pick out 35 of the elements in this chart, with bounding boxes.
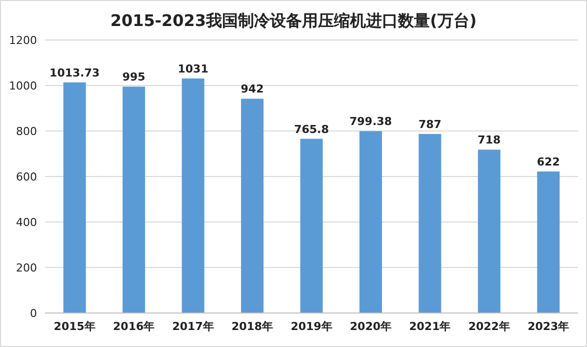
- x-tick-label: 2020年: [350, 320, 392, 333]
- y-tick-label: 1000: [9, 80, 37, 92]
- data-label: 787: [418, 118, 442, 131]
- y-tick-label: 800: [16, 125, 37, 138]
- data-label: 622: [536, 155, 560, 168]
- bar: [478, 150, 500, 313]
- bar: [63, 82, 86, 313]
- y-tick-label: 200: [16, 262, 37, 274]
- x-tick-label: 2015年: [54, 320, 96, 333]
- data-label: 942: [240, 82, 264, 96]
- bar: [241, 98, 264, 313]
- y-tick-label: 1200: [9, 34, 37, 47]
- bar: [359, 131, 382, 313]
- x-tick-label: 2016年: [113, 320, 155, 333]
- data-label: 799.38: [349, 115, 392, 128]
- bar: [418, 134, 442, 313]
- x-tick-label: 2018年: [231, 320, 274, 333]
- x-tick-label: 2023年: [528, 320, 570, 333]
- y-tick-label: 600: [16, 170, 37, 184]
- bar: [537, 171, 560, 313]
- chart-title: 2015-2023我国制冷设备用压缩机进口数量(万台): [110, 11, 477, 30]
- bar: [300, 138, 323, 313]
- data-label: 995: [122, 70, 146, 84]
- data-label: 1013.73: [50, 66, 100, 80]
- x-tick-label: 2021年: [409, 320, 451, 333]
- y-tick-label: 0: [30, 307, 37, 320]
- data-label: 765.8: [294, 122, 329, 136]
- data-label: 718: [478, 134, 501, 147]
- data-label: 1031: [178, 62, 208, 76]
- x-tick-label: 2019年: [290, 320, 332, 333]
- x-tick-label: 2017年: [172, 320, 214, 333]
- y-tick-label: 400: [16, 216, 37, 229]
- bar: [122, 86, 146, 313]
- bar: [182, 78, 204, 313]
- x-tick-label: 2022年: [468, 320, 510, 333]
